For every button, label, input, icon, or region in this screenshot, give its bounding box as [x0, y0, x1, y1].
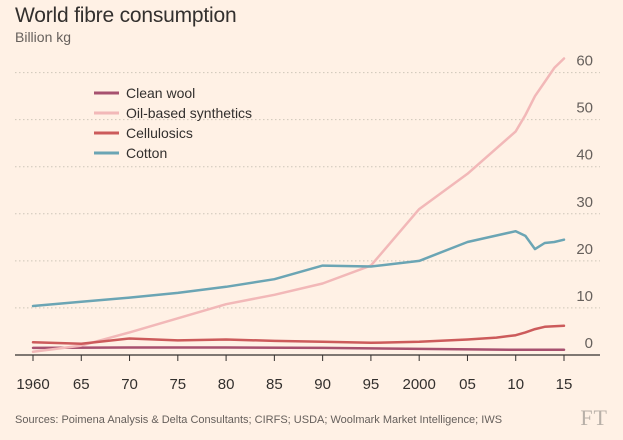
chart-subtitle: Billion kg [15, 29, 72, 45]
ft-logo: FT [580, 405, 608, 430]
x-tick-label: 05 [459, 376, 476, 393]
y-tick-label: 10 [576, 288, 593, 305]
x-tick-label: 75 [169, 376, 186, 393]
x-tick-label: 95 [363, 376, 380, 393]
series-line-clean-wool [31, 346, 566, 352]
x-tick-label: 85 [266, 376, 283, 393]
legend-label: Clean wool [126, 85, 195, 101]
x-tick-label: 80 [218, 376, 235, 393]
series-lines [31, 57, 566, 353]
x-tick-label: 70 [121, 376, 138, 393]
source-note: Sources: Poimena Analysis & Delta Consul… [15, 414, 503, 426]
y-axis-tick-labels: 0 10 20 30 40 50 60 [576, 53, 593, 352]
y-tick-label: 30 [576, 194, 593, 211]
x-axis [15, 354, 600, 361]
legend-label: Cotton [126, 145, 167, 161]
series-line-cellulosics [31, 324, 566, 345]
x-tick-label: 15 [556, 376, 573, 393]
y-tick-label: 50 [576, 100, 593, 117]
x-tick-label: 65 [73, 376, 90, 393]
x-tick-label: 90 [314, 376, 331, 393]
y-tick-label: 0 [585, 335, 593, 352]
series-line-oil-based-synthetics [31, 57, 566, 353]
y-tick-label: 60 [576, 53, 593, 70]
legend-label: Oil-based synthetics [126, 105, 252, 121]
y-tick-label: 40 [576, 147, 593, 164]
x-tick-label: 2000 [402, 376, 435, 393]
x-axis-tick-labels: 1960 65 70 75 80 85 90 95 2000 05 10 15 [16, 376, 572, 393]
gridlines [15, 72, 600, 309]
legend: Clean wool Oil-based synthetics Cellulosic… [94, 85, 252, 161]
chart-title: World fibre consumption [15, 4, 237, 27]
legend-label: Cellulosics [126, 125, 193, 141]
series-line-cotton [31, 229, 566, 308]
x-tick-label: 10 [507, 376, 524, 393]
x-tick-label: 1960 [16, 376, 49, 393]
y-tick-label: 20 [576, 241, 593, 258]
